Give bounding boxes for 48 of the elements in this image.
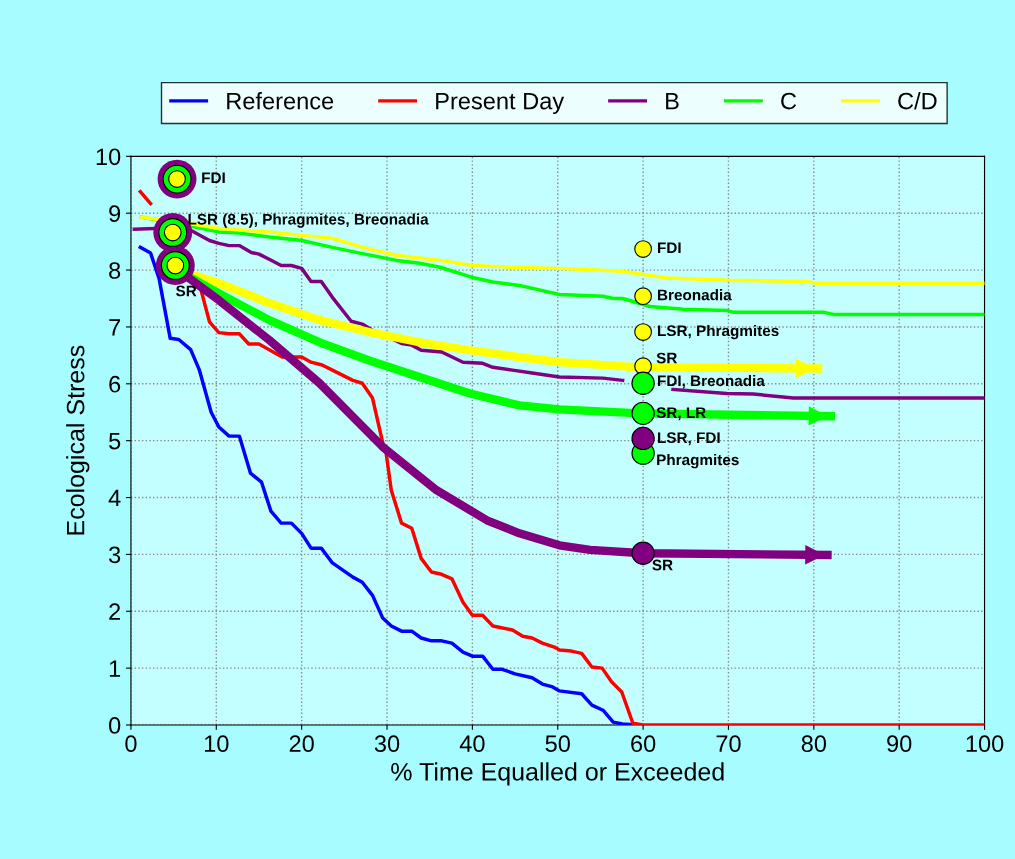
y-tick-label: 9 — [109, 205, 121, 222]
legend-label: Present Day — [436, 92, 565, 115]
annotation: Phragmites — [657, 453, 739, 469]
y-tick-label: 10 — [96, 148, 121, 166]
x-tick-label: 40 — [459, 735, 485, 753]
annotation: SR — [175, 285, 197, 297]
annotation: SR — [652, 559, 673, 571]
y-tick-label: 0 — [109, 717, 121, 734]
y-tick-label: 8 — [109, 262, 121, 279]
y-tick-label: 2 — [109, 603, 121, 620]
point — [631, 371, 655, 395]
line-series — [139, 215, 985, 285]
point — [634, 287, 652, 306]
y-tick-label: 4 — [108, 489, 121, 507]
annotation: FDI, Breonadia — [658, 374, 765, 389]
annotation: LSR, Phragmites — [658, 324, 779, 340]
y-tick-label: 1 — [109, 660, 121, 677]
y-axis-title: Ecological Stress — [66, 345, 90, 535]
x-tick-label: 90 — [887, 735, 912, 753]
annotation: SR, LR — [656, 407, 706, 421]
annotation: Breonadia — [658, 289, 732, 301]
x-tick-label: 30 — [374, 735, 400, 753]
x-tick-label: 10 — [204, 735, 229, 753]
x-tick-label: 70 — [716, 735, 741, 753]
x-tick-label: 100 — [966, 735, 1004, 753]
legend-label: C — [781, 92, 797, 110]
annotation: LSR (8.5), Phragmites, Breonadia — [188, 213, 429, 228]
point — [631, 426, 655, 451]
x-tick-label: 60 — [631, 735, 656, 753]
x-tick-label: 80 — [801, 735, 827, 753]
annotation: FDI — [658, 242, 681, 253]
point — [634, 240, 652, 258]
annotation: SR — [656, 352, 678, 364]
annotation: LSR, FDI — [658, 432, 720, 446]
y-tick-label: 6 — [109, 375, 121, 393]
legend-label: B — [666, 92, 679, 110]
point — [634, 323, 652, 341]
y-tick-label: 7 — [109, 319, 121, 336]
x-tick-label: 0 — [125, 735, 137, 753]
y-tick-label: 5 — [109, 432, 121, 450]
y-tick-label: 3 — [108, 546, 121, 564]
annotation: FDI — [202, 172, 225, 184]
legend-label: C/D — [898, 92, 937, 110]
legend-label: Reference — [227, 92, 334, 110]
x-tick-label: 20 — [289, 735, 314, 753]
point — [631, 401, 655, 426]
x-tick-label: 50 — [545, 735, 570, 753]
x-axis-title: % Time Equalled or Exceeded — [391, 762, 724, 786]
